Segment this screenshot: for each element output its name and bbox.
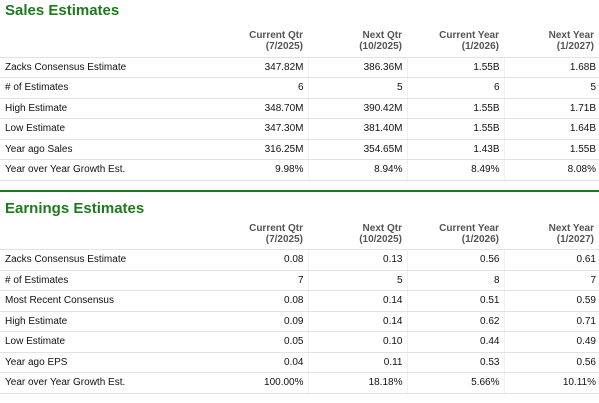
row-label: Year ago Sales <box>0 139 209 160</box>
cell-current-year: 1.55B <box>407 118 505 140</box>
cell-current-year: 8.49% <box>407 159 505 181</box>
earnings-header-blank <box>0 220 209 250</box>
row-label: Year over Year Growth Est. <box>0 372 209 394</box>
cell-current-year: 5.66% <box>407 372 505 394</box>
cell-current-year: 0.53 <box>407 352 505 373</box>
sales-header-row: Current Qtr (7/2025) Next Qtr (10/2025) Cu… <box>0 27 599 57</box>
table-row: Zacks Consensus Estimate 347.82M 386.36M… <box>0 56 599 78</box>
cell-next-qtr: 5 <box>308 77 408 99</box>
cell-next-qtr: 0.14 <box>308 311 408 332</box>
table-row: Most Recent Consensus 0.08 0.14 0.51 0.5… <box>0 290 599 312</box>
row-label: Year ago EPS <box>0 352 209 373</box>
table-row: Zacks Consensus Estimate 0.08 0.13 0.56 … <box>0 249 599 271</box>
cell-current-qtr: 347.30M <box>209 118 309 140</box>
earnings-header-next-qtr: Next Qtr (10/2025) <box>359 222 402 245</box>
cell-next-qtr: 390.42M <box>308 98 408 119</box>
cell-current-year: 0.44 <box>407 331 505 353</box>
cell-current-year: 6 <box>407 77 505 99</box>
sales-estimates-title: Sales Estimates <box>5 2 120 19</box>
sales-header-current-year: Current Year (1/2026) <box>439 30 499 52</box>
cell-next-year: 0.71 <box>504 311 599 332</box>
table-row: # of Estimates 7 5 8 7 <box>0 270 599 291</box>
cell-next-year: 8.08% <box>504 159 599 181</box>
cell-next-qtr: 0.10 <box>308 331 408 353</box>
table-row: Year ago EPS 0.04 0.11 0.53 0.56 <box>0 352 599 373</box>
cell-next-qtr: 386.36M <box>308 56 408 78</box>
cell-next-year: 1.64B <box>504 118 599 140</box>
sales-estimates-section: Sales Estimates Current Qtr (7/2025) Next… <box>0 0 599 181</box>
cell-next-year: 5 <box>504 77 599 99</box>
cell-current-year: 8 <box>407 270 505 291</box>
cell-next-year: 0.56 <box>504 352 599 373</box>
cell-current-qtr: 347.82M <box>209 56 309 78</box>
table-row: Year over Year Growth Est. 9.98% 8.94% 8… <box>0 159 599 181</box>
cell-current-year: 1.55B <box>407 56 505 78</box>
row-label: Zacks Consensus Estimate <box>0 56 209 78</box>
cell-current-qtr: 0.09 <box>209 311 309 332</box>
cell-current-year: 1.55B <box>407 98 505 119</box>
cell-current-qtr: 0.08 <box>209 290 309 312</box>
table-row: High Estimate 0.09 0.14 0.62 0.71 <box>0 311 599 332</box>
sales-estimates-table: Current Qtr (7/2025) Next Qtr (10/2025) Cu… <box>0 27 599 181</box>
cell-current-qtr: 100.00% <box>209 372 309 394</box>
row-label: # of Estimates <box>0 270 209 291</box>
cell-next-qtr: 381.40M <box>308 118 408 140</box>
table-row: Year ago Sales 316.25M 354.65M 1.43B 1.5… <box>0 139 599 160</box>
sales-header-next-qtr: Next Qtr (10/2025) <box>359 30 402 52</box>
cell-current-qtr: 7 <box>209 270 309 291</box>
row-label: # of Estimates <box>0 77 209 99</box>
row-label: Year over Year Growth Est. <box>0 159 209 181</box>
row-label: High Estimate <box>0 98 209 119</box>
cell-next-qtr: 5 <box>308 270 408 291</box>
cell-current-qtr: 9.98% <box>209 159 309 181</box>
earnings-estimates-title: Earnings Estimates <box>5 199 145 217</box>
earnings-header-current-year: Current Year (1/2026) <box>439 222 499 245</box>
table-row: Year over Year Growth Est. 100.00% 18.18… <box>0 372 599 394</box>
cell-current-year: 1.43B <box>407 139 505 160</box>
cell-current-qtr: 6 <box>209 77 309 99</box>
table-row: Low Estimate 347.30M 381.40M 1.55B 1.64B <box>0 118 599 140</box>
cell-next-year: 1.55B <box>504 139 599 160</box>
cell-next-year: 0.59 <box>504 290 599 312</box>
cell-current-qtr: 0.04 <box>209 352 309 373</box>
earnings-estimates-table: Current Qtr (7/2025) Next Qtr (10/2025) Cu… <box>0 220 599 394</box>
cell-next-qtr: 0.13 <box>308 249 408 271</box>
table-row: High Estimate 348.70M 390.42M 1.55B 1.71… <box>0 98 599 119</box>
cell-next-year: 7 <box>504 270 599 291</box>
cell-current-year: 0.56 <box>407 249 505 271</box>
cell-next-qtr: 354.65M <box>308 139 408 160</box>
cell-current-qtr: 316.25M <box>209 139 309 160</box>
cell-next-year: 10.11% <box>504 372 599 394</box>
row-label: Low Estimate <box>0 331 209 353</box>
sales-header-next-year: Next Year (1/2027) <box>548 30 594 52</box>
row-label: Zacks Consensus Estimate <box>0 249 209 271</box>
earnings-header-row: Current Qtr (7/2025) Next Qtr (10/2025) Cu… <box>0 220 599 250</box>
sales-header-blank <box>0 27 209 57</box>
cell-next-qtr: 18.18% <box>308 372 408 394</box>
cell-next-qtr: 8.94% <box>308 159 408 181</box>
cell-current-qtr: 0.08 <box>209 249 309 271</box>
row-label: High Estimate <box>0 311 209 332</box>
cell-current-year: 0.62 <box>407 311 505 332</box>
earnings-header-current-qtr: Current Qtr (7/2025) <box>249 222 303 245</box>
sales-header-current-qtr: Current Qtr (7/2025) <box>249 30 303 52</box>
earnings-header-next-year: Next Year (1/2027) <box>548 222 594 245</box>
row-label: Most Recent Consensus <box>0 290 209 312</box>
cell-current-year: 0.51 <box>407 290 505 312</box>
cell-next-year: 1.71B <box>504 98 599 119</box>
cell-next-year: 1.68B <box>504 56 599 78</box>
table-row: # of Estimates 6 5 6 5 <box>0 77 599 99</box>
cell-current-qtr: 0.05 <box>209 331 309 353</box>
cell-next-year: 0.49 <box>504 331 599 353</box>
cell-current-qtr: 348.70M <box>209 98 309 119</box>
cell-next-qtr: 0.14 <box>308 290 408 312</box>
row-label: Low Estimate <box>0 118 209 140</box>
cell-next-year: 0.61 <box>504 249 599 271</box>
earnings-estimates-section: Earnings Estimates Current Qtr (7/2025) N… <box>0 189 599 394</box>
table-row: Low Estimate 0.05 0.10 0.44 0.49 <box>0 331 599 353</box>
cell-next-qtr: 0.11 <box>308 352 408 373</box>
